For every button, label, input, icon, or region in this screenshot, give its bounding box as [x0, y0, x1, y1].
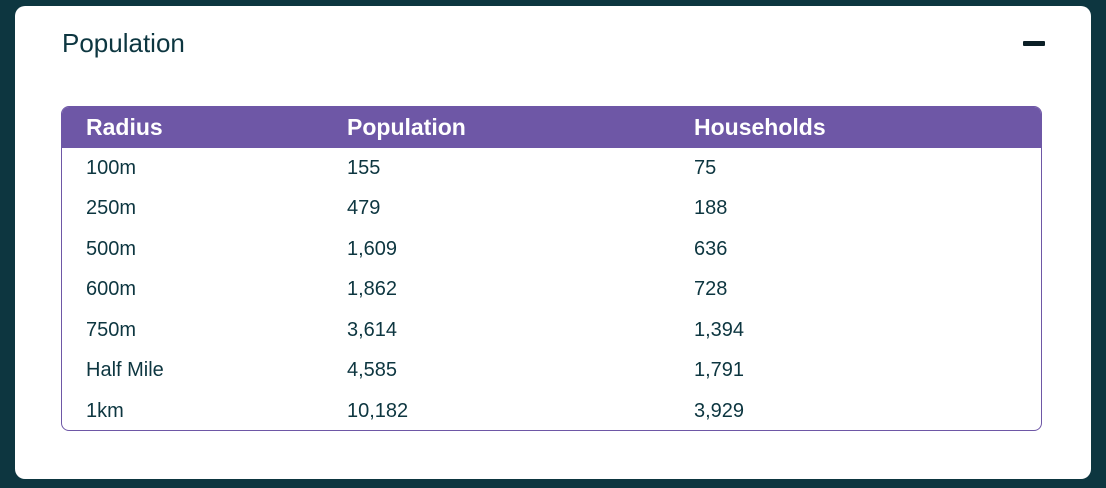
population-cell: 1,862 — [347, 278, 398, 301]
households-cell: 636 — [694, 237, 728, 260]
radius-cell: 1km — [86, 399, 124, 422]
radius-cell: 500m — [86, 237, 137, 260]
households-cell: 3,929 — [694, 399, 745, 422]
households-cell: 1,791 — [694, 359, 745, 382]
radius-cell: Half Mile — [86, 359, 164, 382]
population-card: Population Radius Population Households … — [15, 6, 1091, 479]
households-cell: 75 — [694, 156, 717, 179]
radius-cell: 600m — [86, 278, 137, 301]
radius-cell: 100m — [86, 156, 137, 179]
population-cell: 10,182 — [347, 399, 409, 422]
card-title: Population — [62, 28, 185, 58]
table-row: 250m 479 188 — [62, 189, 1041, 230]
population-cell: 155 — [347, 156, 381, 179]
column-header-radius: Radius — [86, 114, 163, 140]
table-row: 100m 155 75 — [62, 148, 1041, 189]
radius-cell: 250m — [86, 197, 137, 220]
table-row: 750m 3,614 1,394 — [62, 310, 1041, 351]
population-cell: 1,609 — [347, 237, 398, 260]
column-header-households: Households — [694, 114, 826, 140]
table-row: Half Mile 4,585 1,791 — [62, 351, 1041, 392]
column-header-population: Population — [347, 114, 466, 140]
households-cell: 188 — [694, 197, 728, 220]
population-table: Radius Population Households 100m 155 75… — [61, 106, 1042, 431]
table-row: 500m 1,609 636 — [62, 229, 1041, 270]
table-row: 600m 1,862 728 — [62, 270, 1041, 311]
table-header-row: Radius Population Households — [62, 107, 1041, 148]
population-cell: 479 — [347, 197, 381, 220]
population-cell: 3,614 — [347, 318, 398, 341]
collapse-button[interactable] — [1021, 32, 1047, 54]
radius-cell: 750m — [86, 318, 137, 341]
table-row: 1km 10,182 3,929 — [62, 391, 1041, 430]
minus-icon — [1023, 41, 1045, 46]
population-cell: 4,585 — [347, 359, 398, 382]
households-cell: 1,394 — [694, 318, 745, 341]
households-cell: 728 — [694, 278, 728, 301]
